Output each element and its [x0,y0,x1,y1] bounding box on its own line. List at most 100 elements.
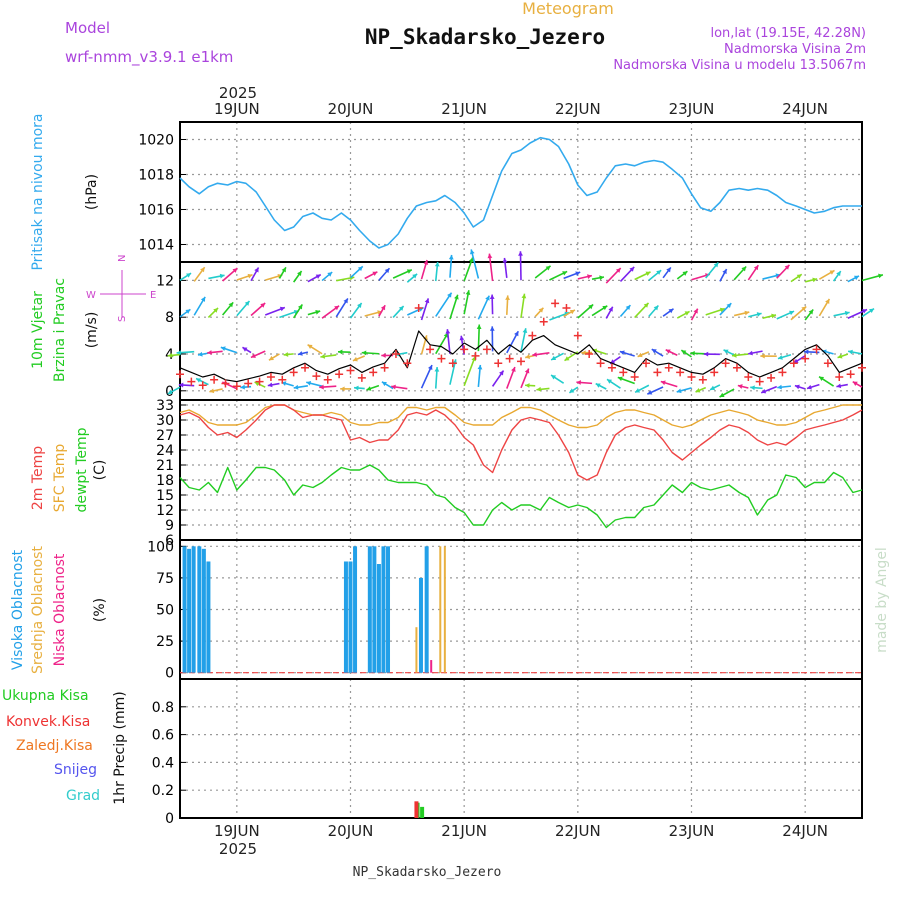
wind-arrow-head [653,305,659,311]
day-label-bottom: 19JUN [214,822,260,840]
wind-arrow-head [608,306,613,312]
gust-marker [198,381,207,390]
temp-ylabel: 2m Temp [30,446,46,510]
wind-arrow [222,301,234,316]
wind-arrow [676,270,688,280]
model-altitude-label: Nadmorska Visina u modelu 13.5067m [613,58,866,73]
wind-arrow-head [862,309,868,314]
gust-marker [266,373,275,381]
wind-arrow-head [297,304,303,310]
wind-arrow [723,349,735,356]
y-tick-label: 21 [156,458,174,474]
wind-arrow [690,308,699,321]
wind-arrow-head [232,268,238,273]
wind-arrow-head [250,353,256,358]
wind-arrow-head [228,302,234,308]
wind-arrow-head [748,350,753,356]
wind-arrow [420,364,433,389]
panel-frame [179,678,863,819]
y-tick-label: 18 [156,473,174,489]
wind-arrow [719,268,728,282]
wind-arrow-head [297,351,303,356]
wind-arrow [278,266,287,279]
wind-arrow-head [808,309,814,315]
coords-label: lon,lat (19.15E, 42.28N) [710,26,866,41]
wind-arrow-head [806,384,812,390]
wind-arrow-head [354,385,359,391]
gust-marker [278,375,287,384]
wind-arrow [793,355,806,364]
wind-arrow-head [666,267,671,273]
gust-marker [721,359,730,368]
wind-arrow-head [525,383,530,388]
wind-arrow [179,308,191,318]
year-bottom: 2025 [219,840,257,858]
wind-arrow [676,387,692,394]
wind-arrow [222,267,238,282]
wind-arrow [617,376,635,385]
wind-arrow [477,295,490,320]
gust-marker [335,370,344,379]
gust-marker [812,345,821,354]
gust-marker [835,373,844,381]
wind-arrow-head [247,273,253,279]
wind-arrow [577,303,594,319]
wind-arrow-head [651,349,657,354]
gust-marker [187,377,196,386]
wind-arrow-head [372,271,378,276]
wind-arrow [818,298,831,317]
wind-arrow [236,273,253,281]
wind-arrow [662,266,672,279]
y-tick-label: 15 [156,488,174,504]
wind-arrow-head [167,389,173,394]
gust-marker [426,345,435,354]
wind-arrow-head [665,349,671,354]
wind-arrow-head [777,355,783,360]
wind-arrow [647,386,664,395]
wind-arrow-head [459,335,465,341]
wind-arrow [193,296,206,316]
y-tick-label: 25 [156,634,174,650]
station-title: NP_Skadarsko_Jezero [365,25,605,49]
wind-arrow-head [793,358,799,364]
wind-arrow-head [445,329,451,334]
wind-arrow-head [599,275,604,281]
wind-arrow [242,346,252,354]
gust-marker [551,299,560,308]
wind-arrow [250,267,260,282]
gust-marker [176,370,184,379]
wind-arrow-head [538,307,544,313]
wind-arrow [209,388,223,394]
cloud-bar [430,660,433,673]
pressure-line [179,136,862,249]
gust-marker [630,373,639,381]
wind-arrow-head [625,305,631,311]
cloud-bar [367,546,372,673]
cloud-bar [353,546,358,673]
wind-arrow-head [836,383,842,389]
wind-arrow [340,386,351,392]
y-tick-label: 33 [156,398,174,414]
wind-arrow-head [532,352,538,357]
wind-arrow [818,375,835,387]
y-tick-label: 1016 [138,203,174,219]
gust-marker [346,366,355,375]
wind-arrow-head [196,378,202,383]
wind-arrow [750,385,763,391]
gust-marker [528,331,537,340]
wind-arrow [804,277,818,283]
wind-arrow [605,267,622,284]
wind-arrow-head [676,388,682,394]
wind-arrow-head [836,271,841,277]
wind-arrow-head [848,349,853,355]
wind-arrow-head [447,292,452,298]
gust-marker [653,368,662,377]
wind-arrow-head [477,364,483,370]
wind-arrow-head [521,293,527,299]
wind-arrow [352,355,366,362]
wind-arrow-head [551,355,557,361]
day-label-top: 23JUN [669,100,715,118]
cloud-bar [191,546,196,673]
gust-marker [676,368,685,377]
y-tick-label: 27 [156,428,174,444]
